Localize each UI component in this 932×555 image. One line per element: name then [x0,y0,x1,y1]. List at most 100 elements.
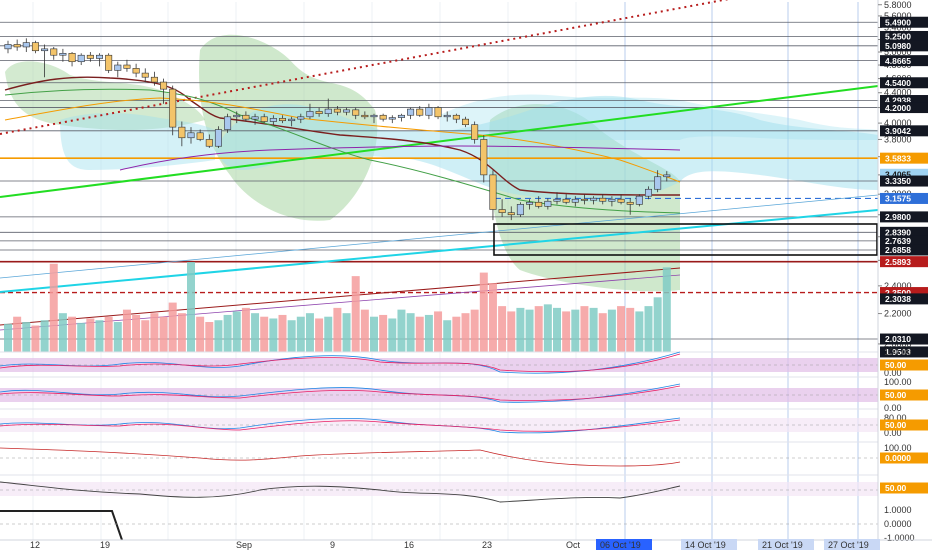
candle-body [461,118,469,126]
oscillator-line [0,417,681,434]
candle-body [205,139,213,147]
volume-bar [232,311,241,352]
price-badge [880,40,928,52]
volume-bar [562,311,571,352]
price-badge-label: 2.6858 [885,245,911,255]
candle-body [242,114,250,120]
price-badge [880,175,928,187]
price-badge [880,152,928,164]
oscillator-axis-label: 80.00 [884,413,907,423]
candle-body [196,132,204,140]
oscillator-badge-label: 50.00 [885,483,907,493]
candle-body [86,54,94,59]
volume-bar [388,318,397,352]
volume-bar [31,325,40,352]
date-highlight-bg [758,539,814,550]
volume-bar [150,313,159,352]
oscillator-badge [880,359,928,371]
volume-bar [498,306,507,352]
volume-bar [77,322,86,352]
candle-body [361,114,369,118]
oscillator-badge [880,389,928,401]
date-label: 12 [30,540,40,550]
volume-bar [324,316,333,352]
volume-bar [379,314,388,352]
candle-body [498,209,506,213]
price-badge [880,30,928,42]
volume-bar [617,306,626,352]
oscillator-line [0,383,681,403]
price-badge-label: 5.2500 [885,32,911,42]
date-label: 19 [100,540,110,550]
candle-body [471,124,479,140]
price-badge-label: 4.5400 [885,78,911,88]
price-tick-label: 2.2000 [884,309,912,319]
price-badge [880,125,928,137]
candle-body [260,116,268,122]
oscillator-line [0,353,681,373]
oscillator-axis-label: 1.0000 [884,505,912,515]
date-label: 23 [482,540,492,550]
price-tick-label: 3.8000 [884,134,912,144]
volume-bar [4,323,12,352]
candle-body [571,198,579,203]
volume-bar [196,316,205,352]
candle-body [580,198,588,201]
volume-bar [397,309,406,352]
candle-body [251,116,259,120]
volume-bar [452,316,461,352]
volume-bar [406,313,415,352]
candle-body [22,42,30,48]
volume-bar [122,309,131,352]
oscillator-axis-label: 0.0000 [884,519,912,529]
price-tick-label: 5.8000 [884,0,912,10]
candle-body [425,107,433,116]
oscillator-badge [880,419,928,431]
candle-body [416,108,424,116]
volume-bar [571,309,580,352]
volume-bar [305,313,314,352]
oscillator-badge-label: 0.0000 [885,453,911,463]
date-highlight-label: 06 Oct '19 [600,540,641,550]
volume-bar [598,313,607,352]
volume-bar [113,322,122,352]
oscillator-line [0,385,681,401]
price-tick-label: 4.0000 [884,118,912,128]
volume-bar [22,322,31,352]
volume-bar [662,267,671,352]
candle-body [544,200,552,207]
price-badge [880,346,928,358]
oscillator-line [0,419,681,432]
price-badge [880,55,928,67]
cloud-green [5,61,205,130]
date-highlight-bg [596,539,652,550]
candle-body [114,64,122,71]
candle-body [160,81,168,90]
candle-body [4,44,12,50]
candle-body [443,114,451,118]
volume-bar [40,320,49,352]
trendline-purple [0,274,681,331]
candle-body [599,197,607,202]
volume-bar [424,314,433,352]
oscillator-axis-label: 0.00 [884,368,902,378]
price-badge [880,256,928,268]
oscillator-axis-label: 100.00 [884,347,912,357]
candle-body [31,42,39,52]
volume-bar [589,307,598,352]
volume-bar [287,320,296,352]
candle-body [535,201,543,207]
candle-body [562,198,570,203]
candle-body [507,212,515,216]
price-badge-label: 1.9503 [885,347,911,357]
candle-body [434,107,442,118]
date-highlight-label: 21 Oct '19 [762,540,803,550]
price-badge-label: 3.1575 [885,194,911,204]
price-badge [880,16,928,28]
volume-bar [580,306,589,352]
date-label: 16 [404,540,414,550]
oscillator-axis-label: 0.00 [884,428,902,438]
price-badge [880,333,928,345]
